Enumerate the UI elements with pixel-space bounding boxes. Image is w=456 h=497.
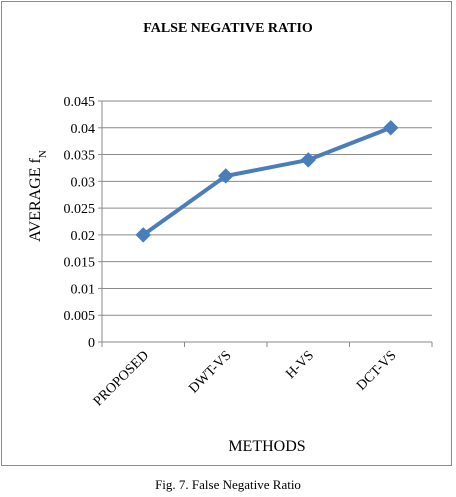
data-point-marker (300, 152, 316, 168)
y-tick-label: 0.01 (71, 282, 96, 297)
y-tick-label: 0 (88, 336, 95, 351)
y-tick-label: 0.045 (64, 95, 96, 110)
y-tick-label: 0.03 (71, 175, 96, 190)
x-tick-labels: PROPOSED DWT-VS H-VS DCT-VS (91, 348, 400, 409)
line-chart: FALSE NEGATIVE RATIO 0 0.005 0.01 0.015 0.02… (27, 21, 433, 455)
y-tick-label: 0.035 (64, 149, 96, 164)
y-tick-label: 0.015 (64, 256, 96, 271)
y-tick-label: 0.04 (71, 122, 96, 137)
y-tick-label: 0.025 (64, 202, 96, 217)
figure-caption: Fig. 7. False Negative Ratio (155, 477, 301, 492)
data-point-marker (218, 168, 234, 184)
data-point-marker (383, 120, 399, 136)
x-tick-label: H-VS (283, 348, 317, 382)
y-tick-labels: 0 0.005 0.01 0.015 0.02 0.025 0.03 0.035 0.04 0.0… (64, 95, 96, 351)
y-axis-title: AVERAGE fN (27, 150, 49, 242)
x-tick-label: PROPOSED (91, 348, 152, 409)
y-tick-label: 0.02 (71, 229, 96, 244)
chart-title: FALSE NEGATIVE RATIO (143, 21, 313, 36)
y-tick-label: 0.005 (64, 309, 96, 324)
series-line (141, 125, 393, 237)
x-tick-label: DWT-VS (186, 348, 234, 396)
x-tick-label: DCT-VS (354, 348, 399, 393)
grid-lines (102, 100, 432, 316)
chart-frame (1, 1, 452, 466)
series-layer (135, 120, 399, 243)
x-axis-title: METHODS (228, 438, 305, 455)
axes (98, 100, 433, 347)
data-point-marker (135, 227, 151, 243)
